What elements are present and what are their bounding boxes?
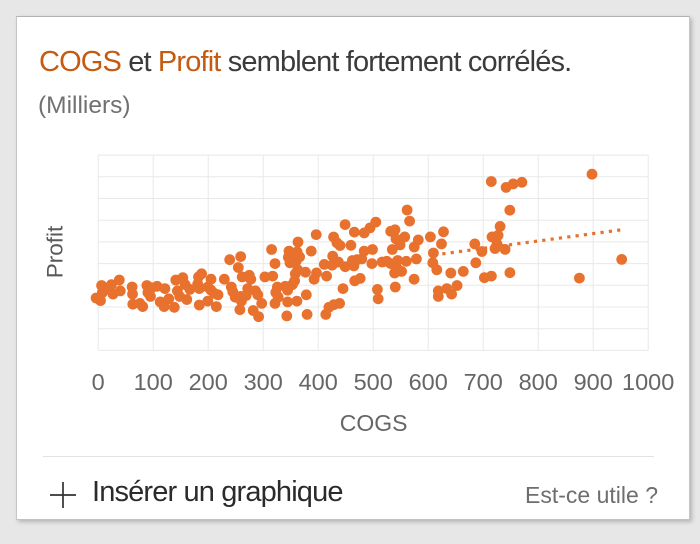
svg-text:COGS: COGS <box>340 410 408 436</box>
svg-text:Profit: Profit <box>43 225 68 278</box>
svg-text:100: 100 <box>134 369 173 395</box>
svg-text:400: 400 <box>299 369 338 395</box>
svg-text:0: 0 <box>92 369 105 395</box>
svg-text:800: 800 <box>519 369 558 395</box>
svg-text:600: 600 <box>409 369 448 395</box>
svg-text:900: 900 <box>574 369 613 395</box>
svg-text:200: 200 <box>189 369 228 395</box>
svg-text:500: 500 <box>354 369 393 395</box>
svg-text:1000: 1000 <box>622 369 674 395</box>
svg-text:300: 300 <box>244 369 283 395</box>
svg-text:700: 700 <box>464 369 503 395</box>
